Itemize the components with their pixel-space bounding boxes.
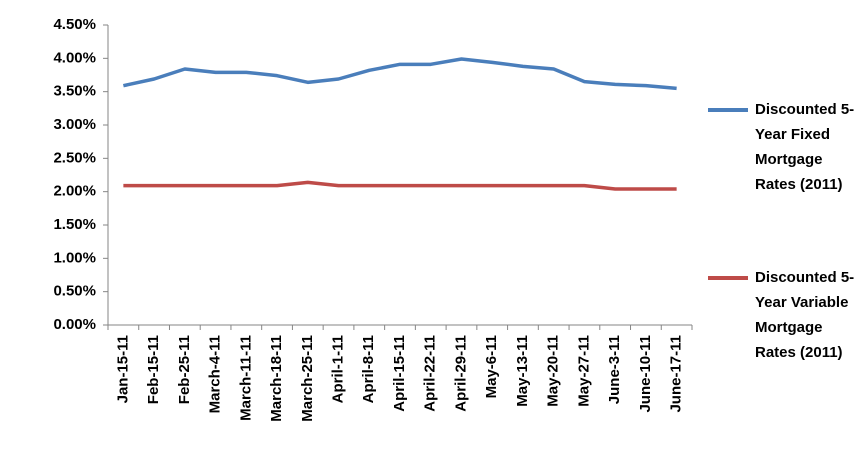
legend-item: Discounted 5-Year Fixed Mortgage Rates (… (708, 97, 858, 197)
x-tick-label: Feb-15-11 (145, 335, 162, 404)
y-tick-label: 1.00% (53, 249, 96, 266)
x-tick-label: May-13-11 (514, 335, 531, 407)
legend-swatch (708, 108, 748, 112)
x-tick-label: March-18-11 (268, 335, 285, 422)
x-tick-label: April-8-11 (360, 335, 377, 403)
x-tick-label: March-4-11 (207, 335, 224, 413)
x-tick-label: May-20-11 (545, 335, 562, 407)
x-tick-label: June-10-11 (637, 335, 654, 413)
x-tick-label: April-22-11 (422, 335, 439, 412)
x-tick-label: April-15-11 (391, 335, 408, 412)
y-tick-label: 3.00% (53, 116, 96, 133)
x-tick-label: April-1-11 (329, 335, 346, 403)
x-tick-label: June-17-11 (668, 335, 685, 413)
legend-label: Discounted 5-Year Variable Mortgage Rate… (755, 269, 855, 361)
x-tick-label: May-27-11 (575, 335, 592, 407)
series-line (122, 57, 677, 91)
y-tick-label: 0.00% (53, 316, 96, 333)
x-tick-label: May-6-11 (483, 335, 500, 398)
x-tick-label: Jan-15-11 (114, 335, 131, 403)
y-tick-label: 4.50% (53, 16, 96, 33)
x-tick-label: Feb-25-11 (176, 335, 193, 404)
series-line (123, 180, 677, 191)
y-tick-label: 1.50% (53, 216, 96, 233)
legend-swatch (708, 276, 748, 280)
y-tick-label: 2.00% (53, 183, 96, 200)
legend-item: Discounted 5-Year Variable Mortgage Rate… (708, 265, 858, 365)
y-tick-label: 3.50% (53, 83, 96, 100)
x-tick-label: March-11-11 (237, 335, 254, 421)
y-tick-label: 2.50% (53, 149, 96, 166)
x-tick-label: June-3-11 (606, 335, 623, 404)
legend-label: Discounted 5-Year Fixed Mortgage Rates (… (755, 101, 855, 193)
y-tick-label: 0.50% (53, 283, 96, 300)
y-tick-label: 4.00% (53, 49, 96, 66)
x-tick-label: March-25-11 (299, 335, 316, 422)
x-tick-label: April-29-11 (452, 335, 469, 412)
